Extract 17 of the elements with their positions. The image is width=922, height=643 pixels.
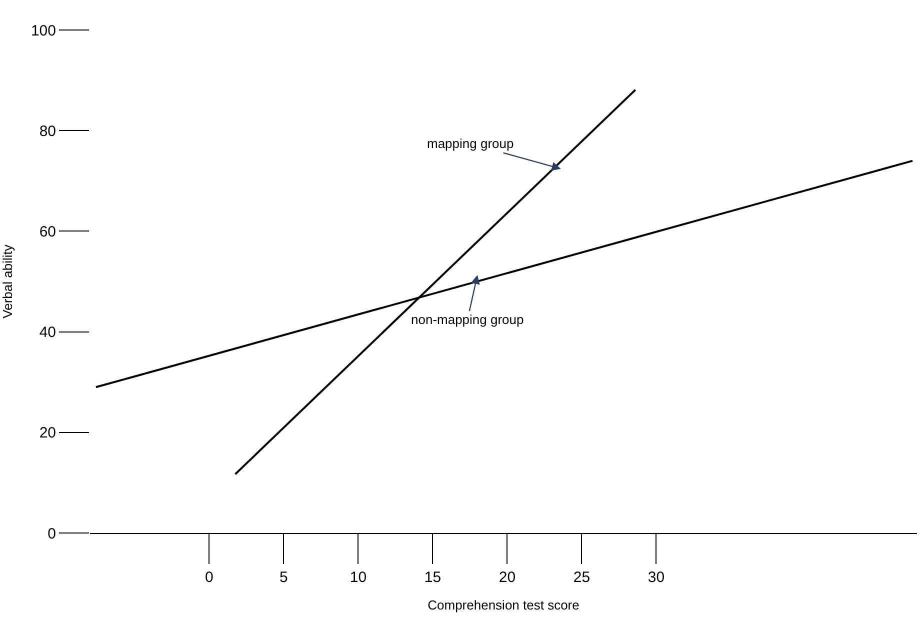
y-tick-label: 60	[39, 223, 56, 240]
y-tick-label: 100	[30, 22, 56, 40]
x-tick-label: 10	[350, 569, 367, 586]
annotation: non-mapping group	[411, 312, 524, 327]
x-tick-label: 20	[498, 569, 516, 586]
y-tick-label: 40	[39, 324, 56, 342]
y-tick-label: 80	[39, 122, 56, 140]
x-tick-label: 15	[424, 569, 442, 586]
x-tick-label: 5	[280, 569, 288, 586]
y-axis-title: Verbal ability	[0, 244, 15, 318]
x-tick-label: 0	[205, 569, 214, 586]
y-tick-label: 20	[39, 424, 56, 442]
x-tick-label: 30	[648, 569, 665, 586]
x-tick-label: 25	[573, 569, 590, 586]
y-tick-label: 0	[48, 525, 56, 542]
x-axis-title: Comprehension test score	[428, 598, 580, 613]
annotation: mapping group	[427, 136, 514, 151]
